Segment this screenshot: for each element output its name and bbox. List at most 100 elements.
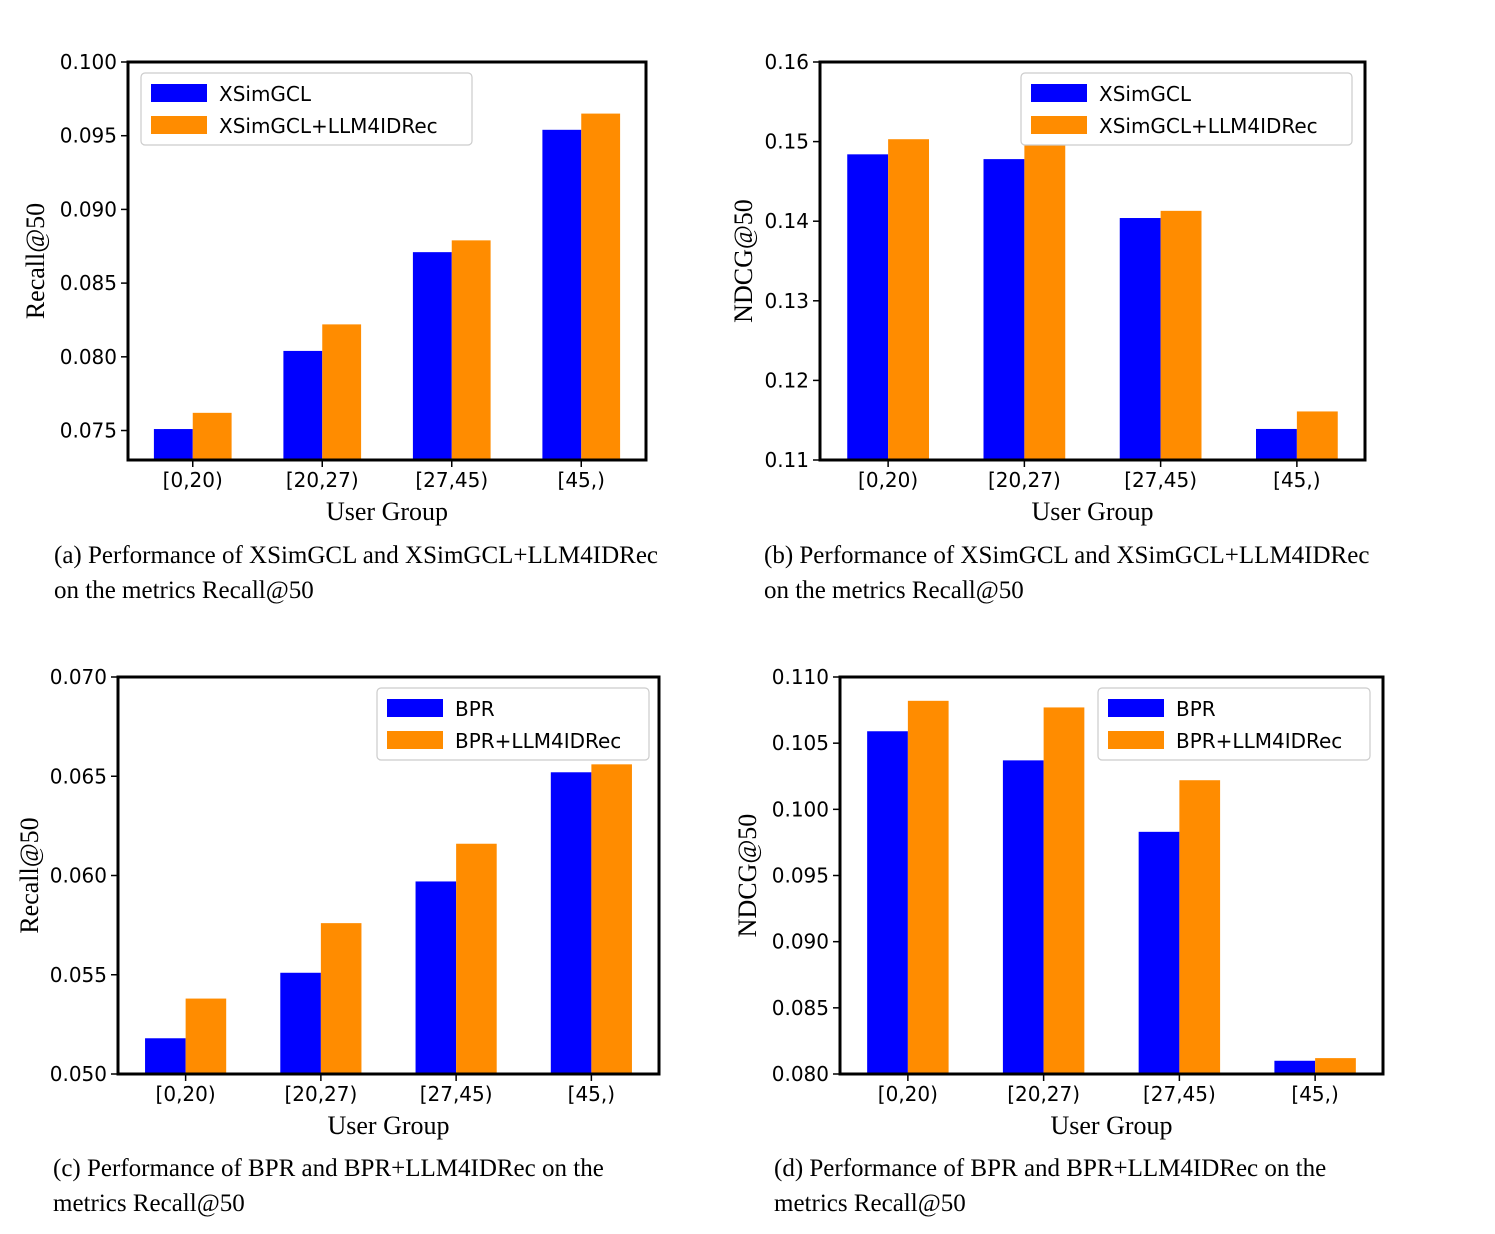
caption-line: (d) Performance of BPR and BPR+LLM4IDRec… bbox=[774, 1155, 1326, 1182]
y-tick-label: 0.085 bbox=[60, 271, 117, 295]
legend: XSimGCL XSimGCL+LLM4IDRec bbox=[140, 72, 473, 146]
x-tick-label: [0,20) bbox=[878, 1082, 938, 1106]
x-axis-label: User Group bbox=[1031, 497, 1153, 526]
y-tick-label: 0.16 bbox=[764, 50, 809, 74]
bar-bpr-llm4idrec-0 bbox=[907, 700, 949, 1074]
y-tick-label: 0.090 bbox=[772, 930, 829, 954]
bar-xsimgcl-llm4idrec-2 bbox=[451, 240, 491, 460]
bar-xsimgcl-1 bbox=[983, 159, 1025, 460]
legend-swatch bbox=[151, 84, 207, 102]
x-tick-label: [0,20) bbox=[156, 1082, 216, 1106]
x-axis-label: User Group bbox=[326, 497, 448, 526]
caption-line: on the metrics Recall@50 bbox=[764, 577, 1024, 604]
y-axis-label: NDCG@50 bbox=[729, 199, 758, 323]
bar-xsimgcl-2 bbox=[1119, 218, 1161, 460]
caption-line: on the metrics Recall@50 bbox=[54, 577, 314, 604]
legend: BPR BPR+LLM4IDRec bbox=[376, 687, 650, 761]
chart-panel-d: 0.080 0.085 0.090 0.095 0.100 0.105 0.110 [0,20… bbox=[733, 665, 1385, 1217]
x-axis-label: User Group bbox=[327, 1111, 449, 1140]
y-tick-label: 0.055 bbox=[50, 963, 107, 987]
y-tick-label: 0.080 bbox=[60, 345, 117, 369]
y-tick-label: 0.110 bbox=[772, 665, 829, 689]
bar-xsimgcl-2 bbox=[412, 252, 452, 460]
legend: BPR BPR+LLM4IDRec bbox=[1097, 687, 1371, 761]
legend-entry: XSimGCL+LLM4IDRec bbox=[219, 114, 438, 138]
x-tick-label: [0,20) bbox=[858, 468, 918, 492]
legend-entry: XSimGCL bbox=[219, 82, 312, 106]
legend-swatch bbox=[387, 731, 443, 749]
legend-entry: BPR+LLM4IDRec bbox=[1176, 729, 1342, 753]
legend-swatch bbox=[1031, 116, 1087, 134]
y-tick-label: 0.105 bbox=[772, 731, 829, 755]
bar-xsimgcl-llm4idrec-1 bbox=[1024, 141, 1066, 460]
x-axis-label: User Group bbox=[1050, 1111, 1172, 1140]
y-axis-label: Recall@50 bbox=[15, 817, 44, 933]
y-tick-label: 0.050 bbox=[50, 1062, 107, 1086]
legend-entry: XSimGCL+LLM4IDRec bbox=[1099, 114, 1318, 138]
x-tick-label: [0,20) bbox=[163, 468, 223, 492]
x-tick-label: [45,) bbox=[558, 468, 605, 492]
bar-xsimgcl-llm4idrec-3 bbox=[581, 113, 621, 460]
x-tick-label: [20,27) bbox=[1007, 1082, 1080, 1106]
bar-xsimgcl-3 bbox=[1256, 428, 1297, 460]
bar-xsimgcl-0 bbox=[153, 429, 193, 460]
y-tick-label: 0.13 bbox=[764, 289, 809, 313]
legend-swatch bbox=[1108, 699, 1164, 717]
bar-xsimgcl-llm4idrec-2 bbox=[1160, 210, 1202, 460]
bar-xsimgcl-3 bbox=[542, 129, 582, 460]
x-tick-label: [45,) bbox=[568, 1082, 615, 1106]
legend-swatch bbox=[387, 699, 443, 717]
chart-panel-b: 0.11 0.12 0.13 0.14 0.15 0.16 [0,20) [20,27) [27… bbox=[729, 50, 1369, 604]
legend-swatch bbox=[1031, 84, 1087, 102]
y-tick-label: 0.080 bbox=[772, 1062, 829, 1086]
bar-bpr-2 bbox=[415, 881, 457, 1074]
y-tick-label: 0.095 bbox=[772, 864, 829, 888]
bar-xsimgcl-llm4idrec-1 bbox=[322, 324, 362, 460]
y-tick-label: 0.15 bbox=[764, 130, 809, 154]
legend-swatch bbox=[1108, 731, 1164, 749]
bar-bpr-3 bbox=[1274, 1060, 1316, 1074]
plot-frame bbox=[126, 60, 648, 462]
legend: XSimGCL XSimGCL+LLM4IDRec bbox=[1020, 72, 1353, 146]
y-tick-label: 0.11 bbox=[764, 448, 809, 472]
x-tick-label: [20,27) bbox=[286, 468, 359, 492]
bar-xsimgcl-0 bbox=[847, 154, 889, 460]
y-tick-label: 0.085 bbox=[772, 996, 829, 1020]
legend-box bbox=[1020, 72, 1353, 146]
legend-box bbox=[1097, 687, 1371, 761]
legend-entry: BPR bbox=[455, 697, 495, 721]
x-tick-label: [27,45) bbox=[1143, 1082, 1216, 1106]
x-tick-label: [45,) bbox=[1273, 468, 1320, 492]
y-axis-label: NDCG@50 bbox=[733, 814, 762, 938]
y-tick-label: 0.090 bbox=[60, 197, 117, 221]
caption-line: (a) Performance of XSimGCL and XSimGCL+L… bbox=[54, 542, 658, 569]
bar-xsimgcl-llm4idrec-0 bbox=[888, 139, 929, 460]
y-tick-label: 0.14 bbox=[764, 209, 809, 233]
y-tick-label: 0.100 bbox=[60, 50, 117, 74]
caption-line: metrics Recall@50 bbox=[53, 1190, 245, 1217]
legend-entry: XSimGCL bbox=[1099, 82, 1192, 106]
y-tick-label: 0.060 bbox=[50, 864, 107, 888]
y-tick-label: 0.075 bbox=[60, 419, 117, 443]
bar-bpr-0 bbox=[145, 1038, 186, 1074]
chart-panel-a: 0.075 0.080 0.085 0.090 0.095 0.100 [0,20) [20,… bbox=[21, 50, 658, 604]
y-tick-label: 0.065 bbox=[50, 764, 107, 788]
bar-bpr-llm4idrec-3 bbox=[591, 764, 632, 1074]
legend-box bbox=[376, 687, 650, 761]
x-tick-label: [27,45) bbox=[415, 468, 488, 492]
x-tick-label: [27,45) bbox=[1124, 468, 1197, 492]
plot-frame bbox=[818, 60, 1367, 462]
y-tick-label: 0.095 bbox=[60, 124, 117, 148]
y-tick-label: 0.100 bbox=[772, 797, 829, 821]
x-tick-label: [20,27) bbox=[988, 468, 1061, 492]
bar-bpr-llm4idrec-3 bbox=[1315, 1058, 1356, 1074]
bar-bpr-1 bbox=[1002, 760, 1044, 1074]
bar-bpr-2 bbox=[1138, 831, 1180, 1074]
caption-line: metrics Recall@50 bbox=[774, 1190, 966, 1217]
x-tick-label: [20,27) bbox=[284, 1082, 357, 1106]
chart-panel-c: 0.050 0.055 0.060 0.065 0.070 [0,20) [20,27) [2… bbox=[15, 665, 661, 1217]
legend-box bbox=[140, 72, 473, 146]
bar-bpr-0 bbox=[867, 731, 908, 1074]
legend-entry: BPR bbox=[1176, 697, 1216, 721]
